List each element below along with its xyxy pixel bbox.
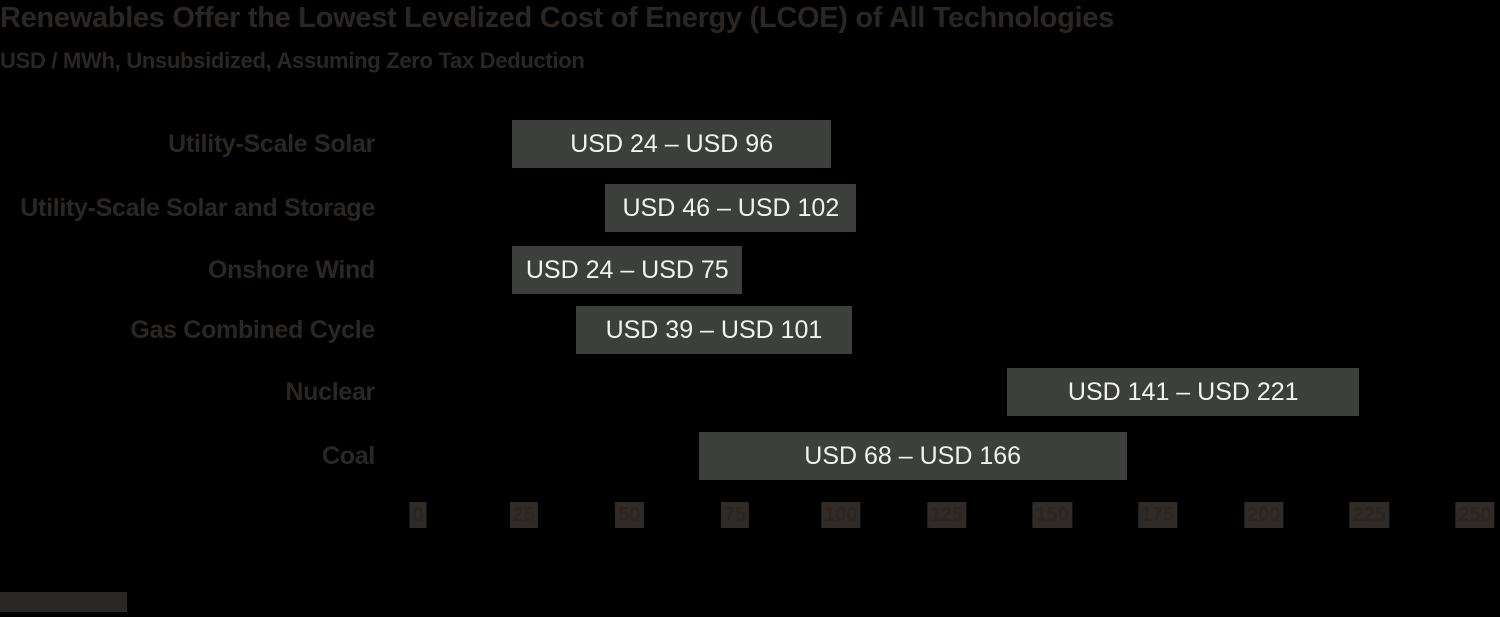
x-axis-tick: 0: [409, 502, 427, 528]
bar-value-label: USD 39 – USD 101: [605, 315, 823, 344]
range-bar: USD 39 – USD 101: [575, 306, 853, 354]
x-axis-tick: 50: [615, 502, 644, 528]
x-axis-tick: 150: [1032, 502, 1072, 528]
x-axis-tick: 75: [720, 502, 750, 528]
x-axis-tick: 25: [509, 502, 538, 528]
category-label: Onshore Wind: [207, 256, 375, 284]
bar-value-label: USD 68 – USD 166: [804, 441, 1022, 470]
x-axis-tick: 125: [926, 502, 967, 528]
category-label: Nuclear: [285, 378, 375, 406]
chart-subtitle: USD / MWh, Unsubsidized, Assuming Zero T…: [0, 48, 585, 73]
x-axis-tick: 100: [821, 502, 861, 528]
x-axis-tick: 225: [1349, 502, 1389, 528]
range-bar: USD 46 – USD 102: [605, 184, 857, 232]
chart-title: Renewables Offer the Lowest Levelized Co…: [0, 2, 1114, 34]
range-bar: USD 68 – USD 166: [698, 432, 1127, 480]
category-label: Utility-Scale Solar: [168, 130, 375, 158]
bar-value-label: USD 24 – USD 96: [570, 129, 774, 158]
bar-value-label: USD 46 – USD 102: [622, 193, 840, 222]
bar-value-label: USD 141 – USD 221: [1067, 377, 1299, 406]
x-axis-tick: 200: [1243, 502, 1284, 528]
category-label: Coal: [322, 442, 375, 470]
source-note: Source: Lazard: [0, 592, 127, 612]
category-label: Utility-Scale Solar and Storage: [20, 194, 375, 222]
range-bar: USD 24 – USD 75: [512, 246, 743, 294]
range-bar: USD 24 – USD 96: [512, 120, 831, 168]
x-axis-tick: 175: [1138, 502, 1178, 528]
range-bar: USD 141 – USD 221: [1007, 368, 1360, 416]
bar-value-label: USD 24 – USD 75: [525, 255, 729, 284]
category-label: Gas Combined Cycle: [130, 316, 375, 344]
x-axis-tick: 250: [1455, 502, 1495, 528]
